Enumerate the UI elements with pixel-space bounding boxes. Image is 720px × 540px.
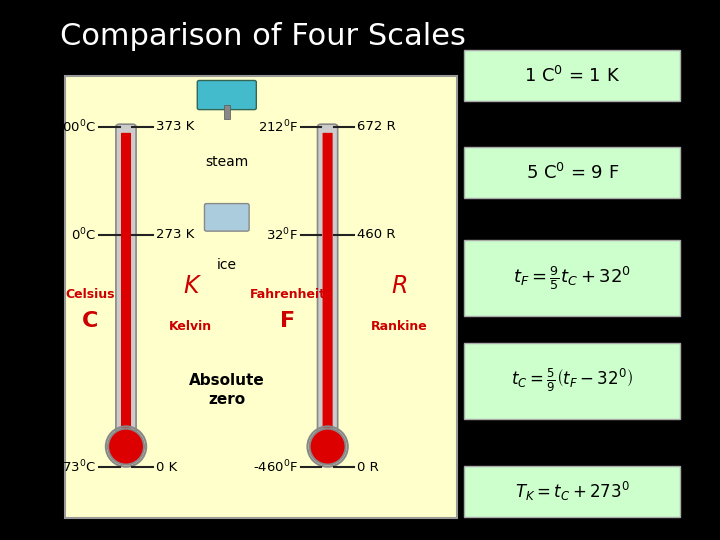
- FancyBboxPatch shape: [318, 124, 338, 440]
- Text: Kelvin: Kelvin: [169, 320, 212, 333]
- Text: steam: steam: [205, 155, 248, 169]
- FancyBboxPatch shape: [464, 343, 680, 418]
- Text: 5 C$^0$ = 9 F: 5 C$^0$ = 9 F: [526, 163, 619, 183]
- Text: ice: ice: [217, 258, 237, 272]
- Text: F: F: [280, 311, 296, 332]
- Text: $T_K = t_C + 273^0$: $T_K = t_C + 273^0$: [515, 480, 630, 503]
- Text: -273$^0$C: -273$^0$C: [50, 459, 96, 475]
- Text: $t_C = \frac{5}{9}\left(t_F - 32^0\right)$: $t_C = \frac{5}{9}\left(t_F - 32^0\right…: [511, 367, 634, 394]
- FancyBboxPatch shape: [323, 133, 333, 436]
- FancyBboxPatch shape: [204, 204, 249, 231]
- Text: Rankine: Rankine: [372, 320, 428, 333]
- Text: 100$^0$C: 100$^0$C: [54, 119, 96, 135]
- FancyBboxPatch shape: [65, 76, 457, 518]
- Text: 373 K: 373 K: [156, 120, 194, 133]
- Ellipse shape: [108, 429, 144, 464]
- FancyBboxPatch shape: [464, 50, 680, 102]
- FancyBboxPatch shape: [121, 133, 131, 436]
- Text: $t_F = \frac{9}{5}t_C + 32^0$: $t_F = \frac{9}{5}t_C + 32^0$: [513, 264, 631, 292]
- Text: K: K: [183, 274, 199, 298]
- Text: 460 R: 460 R: [357, 228, 395, 241]
- Text: 0 K: 0 K: [156, 461, 177, 474]
- FancyBboxPatch shape: [464, 240, 680, 316]
- FancyBboxPatch shape: [197, 80, 256, 110]
- Text: 273 K: 273 K: [156, 228, 194, 241]
- Text: zero: zero: [208, 392, 246, 407]
- Text: Absolute: Absolute: [189, 373, 265, 388]
- Text: 32$^0$F: 32$^0$F: [266, 227, 298, 243]
- Text: 0 R: 0 R: [357, 461, 379, 474]
- Text: Fahrenheit: Fahrenheit: [250, 288, 326, 301]
- Text: Celsius: Celsius: [66, 288, 114, 301]
- Text: -460$^0$F: -460$^0$F: [253, 459, 298, 475]
- Ellipse shape: [310, 429, 346, 464]
- Text: C: C: [82, 311, 98, 332]
- Text: 672 R: 672 R: [357, 120, 396, 133]
- Text: Comparison of Four Scales: Comparison of Four Scales: [60, 22, 466, 51]
- Text: 212$^0$F: 212$^0$F: [258, 119, 298, 135]
- Text: 0$^0$C: 0$^0$C: [71, 227, 96, 243]
- Text: 1 C$^0$ = 1 K: 1 C$^0$ = 1 K: [524, 65, 621, 86]
- FancyBboxPatch shape: [116, 124, 136, 440]
- FancyBboxPatch shape: [464, 465, 680, 517]
- Text: R: R: [392, 274, 408, 298]
- FancyBboxPatch shape: [464, 147, 680, 198]
- FancyBboxPatch shape: [224, 105, 230, 119]
